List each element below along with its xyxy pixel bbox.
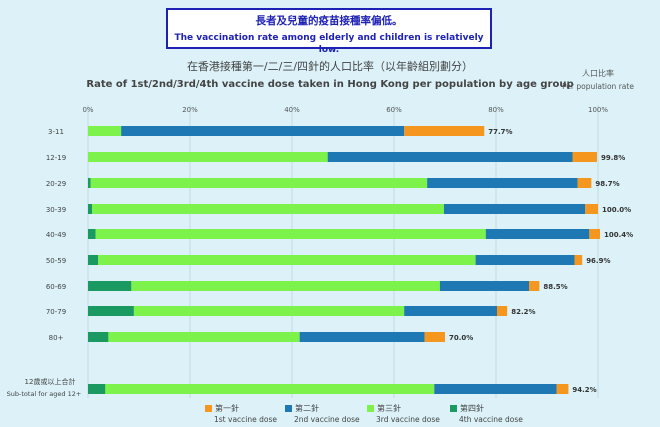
legend-label-en: 2nd vaccine dose <box>294 415 360 424</box>
bar-segment-dose1 <box>424 332 445 342</box>
bar-segment-dose2 <box>121 126 405 136</box>
legend-swatch-dose1 <box>205 405 212 412</box>
bar-segment-dose4 <box>88 332 109 342</box>
category-label: 20-29 <box>46 180 66 188</box>
legend-label-zh: 第三針 <box>377 404 401 413</box>
legend-label-en: 4th vaccine dose <box>459 415 523 424</box>
data-label: 98.7% <box>595 180 619 188</box>
legend-label-zh: 第四針 <box>460 404 484 413</box>
x-tick-label: 80% <box>488 106 504 114</box>
bar-segment-dose2 <box>404 306 498 316</box>
bar-segment-dose3 <box>88 152 328 162</box>
bar-segment-dose3 <box>108 332 300 342</box>
bar-segment-dose2 <box>327 152 573 162</box>
bar-segment-dose1 <box>556 384 569 394</box>
bar-segment-dose4 <box>88 204 93 214</box>
headline-zh: 長者及兒童的疫苗接種率偏低。 <box>255 15 403 27</box>
bar-segment-dose1 <box>404 126 485 136</box>
legend-label-en: 1st vaccine dose <box>214 415 277 424</box>
x-tick-label: 40% <box>284 106 300 114</box>
category-label-en: Sub-total for aged 12+ <box>7 390 82 398</box>
legend-item-dose4: 第四針 <box>450 403 484 414</box>
legend-item-dose2: 第二針 <box>285 403 319 414</box>
data-label: 94.2% <box>572 386 596 394</box>
legend-item-dose3: 第三針 <box>367 403 401 414</box>
bar-segment-dose2 <box>439 281 530 291</box>
legend-label-zh: 第一針 <box>215 404 239 413</box>
category-label: 30-39 <box>46 206 66 214</box>
bar-segment-dose2 <box>475 255 575 265</box>
bar-segment-dose3 <box>131 281 440 291</box>
headline-banner: 長者及兒童的疫苗接種率偏低。 The vaccination rate amon… <box>166 8 492 55</box>
legend-swatch-dose3 <box>367 405 374 412</box>
chart-title-zh: 在香港接種第一/二/三/四針的人口比率（以年齡組別劃分） <box>186 60 474 73</box>
data-label: 88.5% <box>543 283 567 291</box>
unit-label-en: Per population rate <box>562 82 634 91</box>
data-label: 99.8% <box>601 154 625 162</box>
data-label: 100.0% <box>602 206 631 214</box>
bar-segment-dose2 <box>485 229 590 239</box>
legend-item-dose1: 第一針 <box>205 403 239 414</box>
data-label: 96.9% <box>586 257 610 265</box>
category-label: 3-11 <box>48 128 64 136</box>
bar-segment-dose2 <box>434 384 557 394</box>
bar-segment-dose4 <box>88 255 99 265</box>
bar-segment-dose3 <box>90 178 428 188</box>
bar-segment-dose3 <box>88 126 122 136</box>
category-label: 70-79 <box>46 308 66 316</box>
legend-swatch-dose4 <box>450 405 457 412</box>
bar-segment-dose3 <box>133 306 405 316</box>
chart-legend: 第一針 1st vaccine dose 第二針 2nd vaccine dos… <box>0 403 660 427</box>
bar-segment-dose4 <box>88 178 91 188</box>
legend-label-zh: 第二針 <box>295 404 319 413</box>
bar-segment-dose3 <box>95 229 486 239</box>
category-label: 80+ <box>49 334 64 342</box>
bar-segment-dose1 <box>589 229 601 239</box>
bar-segment-dose4 <box>88 384 106 394</box>
x-tick-label: 100% <box>588 106 608 114</box>
category-label: 12-19 <box>46 154 66 162</box>
x-tick-label: 0% <box>82 106 93 114</box>
category-label: 12歲或以上合計 <box>25 377 76 386</box>
bar-segment-dose4 <box>88 229 96 239</box>
category-label: 60-69 <box>46 283 66 291</box>
unit-label-zh: 人口比率 <box>582 69 614 78</box>
bar-segment-dose1 <box>529 281 540 291</box>
x-tick-label: 20% <box>182 106 198 114</box>
bar-segment-dose1 <box>574 255 583 265</box>
bar-segment-dose2 <box>427 178 578 188</box>
bar-segment-dose1 <box>572 152 597 162</box>
category-label: 50-59 <box>46 257 66 265</box>
bar-segment-dose3 <box>92 204 444 214</box>
data-label: 70.0% <box>449 334 473 342</box>
x-tick-label: 60% <box>386 106 402 114</box>
bar-segment-dose3 <box>98 255 476 265</box>
legend-swatch-dose2 <box>285 405 292 412</box>
legend-label-en: 3rd vaccine dose <box>376 415 440 424</box>
bar-segment-dose4 <box>88 306 134 316</box>
chart-title-en: Rate of 1st/2nd/3rd/4th vaccine dose tak… <box>86 79 574 90</box>
bar-segment-dose1 <box>577 178 592 188</box>
bar-segment-dose1 <box>497 306 508 316</box>
bar-segment-dose2 <box>299 332 425 342</box>
bar-segment-dose1 <box>585 204 598 214</box>
bar-segment-dose3 <box>105 384 435 394</box>
data-label: 100.4% <box>604 231 633 239</box>
bar-segment-dose2 <box>443 204 586 214</box>
category-label: 40-49 <box>46 231 66 239</box>
data-label: 82.2% <box>511 308 535 316</box>
data-label: 77.7% <box>488 128 512 136</box>
headline-en: The vaccination rate among elderly and c… <box>174 33 484 55</box>
bar-segment-dose4 <box>88 281 132 291</box>
